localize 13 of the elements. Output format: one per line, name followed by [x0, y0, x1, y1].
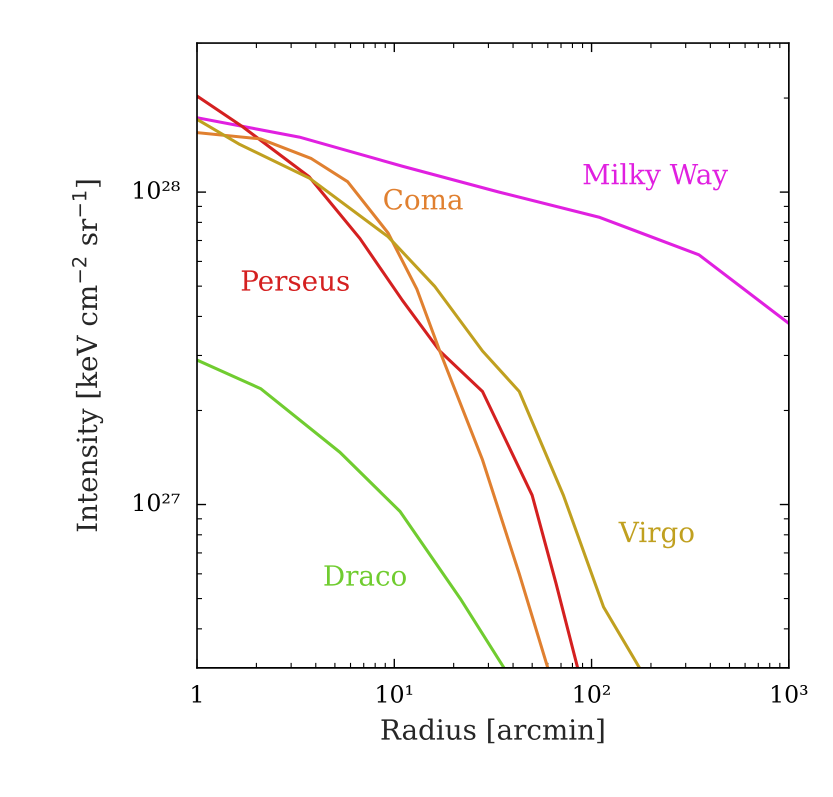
- series-label: Draco: [324, 565, 406, 586]
- x-tick-label: 10³: [772, 684, 808, 703]
- y-tick-label: 10²⁸: [134, 181, 180, 199]
- x-tick-label: 10¹: [377, 684, 412, 703]
- y-tick-label: 10²⁷: [134, 494, 180, 512]
- series-label: Virgo: [618, 522, 694, 548]
- series-label: Perseus: [242, 270, 349, 292]
- series-label: Coma: [384, 188, 463, 210]
- series-label: Milky Way: [584, 163, 728, 190]
- y-axis-title: Intensity [keV cm$^{−2}$ sr$^{−1}$]: [72, 180, 104, 532]
- x-tick-label: 10²: [574, 684, 610, 703]
- x-axis-title: Radius [arcmin]: [381, 718, 604, 744]
- x-tick-label: 1: [192, 684, 202, 702]
